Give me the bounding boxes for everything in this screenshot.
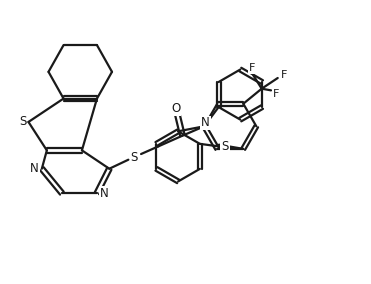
Text: F: F [273, 89, 279, 99]
Text: N: N [30, 162, 39, 175]
Text: N: N [100, 187, 109, 200]
Text: F: F [280, 70, 287, 80]
Text: S: S [221, 140, 229, 153]
Text: S: S [19, 116, 26, 128]
Text: S: S [131, 151, 138, 164]
Text: O: O [171, 102, 180, 115]
Text: F: F [249, 63, 256, 73]
Text: N: N [201, 116, 210, 130]
